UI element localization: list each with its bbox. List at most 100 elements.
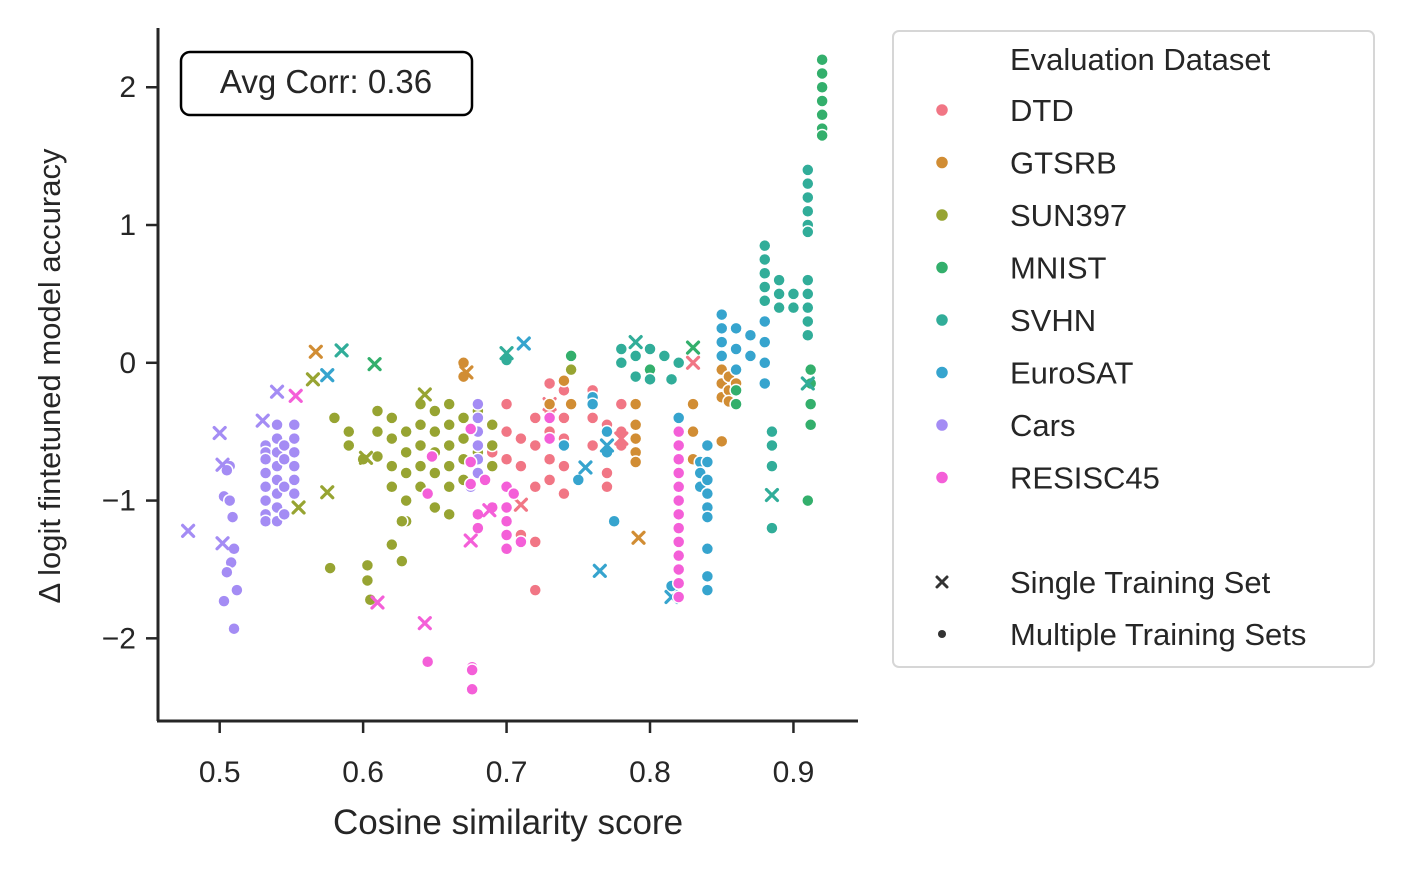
point-dtd-multiple [542,473,557,487]
point-eurosat-multiple [743,328,758,342]
point-resisc45-multiple [471,521,485,535]
point-cars-multiple [222,493,237,508]
point-svhn-multiple [801,300,815,315]
point-eurosat-multiple [729,342,743,356]
point-eurosat-single [516,336,531,351]
point-dtd-multiple [614,397,629,411]
point-svhn-multiple [758,294,772,308]
point-sun397-multiple [399,445,413,460]
point-dtd-multiple [557,486,571,501]
point-svhn-multiple [765,438,779,453]
point-eurosat-multiple [585,397,600,411]
point-resisc45-multiple [425,449,439,464]
point-sun397-multiple [385,537,399,552]
legend-marker-sun397 [934,207,950,223]
point-resisc45-multiple [671,466,686,480]
point-gtsrb-multiple [628,418,643,432]
point-dtd-multiple [600,480,614,494]
point-dtd-multiple [528,480,543,494]
point-eurosat-multiple [671,411,686,425]
point-sun397-multiple [370,424,385,439]
legend-label-cars: Cars [1010,408,1075,443]
point-cars-multiple [270,418,284,432]
point-resisc45-single [417,616,432,631]
point-svhn-multiple [664,372,679,387]
point-dtd-single [614,431,629,446]
point-sun397-single [320,485,335,500]
point-eurosat-multiple [700,569,715,584]
point-sun397-multiple [370,404,385,418]
point-svhn-multiple [758,266,772,280]
legend-label-dtd: DTD [1010,93,1074,128]
legend: Evaluation Dataset DTD GTSRB SUN397 MNIST SV… [892,30,1375,668]
point-svhn-multiple [765,521,779,535]
legend-label-resisc45: RESISC45 [1010,461,1160,496]
point-resisc45-multiple [671,576,686,590]
point-cars-multiple [287,486,302,501]
point-sun397-multiple [442,397,456,411]
point-dtd-multiple [557,459,571,473]
point-gtsrb-single [308,344,323,359]
point-mnist-multiple [803,397,818,411]
x-tick-label: 0.8 [629,756,671,789]
point-eurosat-multiple [571,473,586,487]
point-sun397-single [291,500,306,515]
point-resisc45-multiple [506,486,521,501]
point-resisc45-multiple [671,562,686,577]
legend-marker-single [935,575,949,589]
point-svhn-multiple [772,287,786,301]
point-gtsrb-multiple [628,397,643,411]
point-svhn-multiple [643,372,657,387]
point-cars-multiple [287,459,302,473]
point-svhn-single [628,335,643,350]
point-dtd-multiple [557,411,571,425]
point-resisc45-multiple [499,514,514,528]
point-sun397-multiple [323,561,337,575]
point-resisc45-multiple [465,663,479,677]
point-resisc45-multiple [499,500,514,515]
x-tick-label: 0.7 [486,756,528,789]
point-svhn-multiple [786,300,801,315]
point-eurosat-multiple [758,314,772,329]
point-sun397-multiple [413,418,428,432]
point-resisc45-multiple [671,493,686,508]
legend-marker-eurosat [934,365,950,380]
legend-marker-dtd [934,102,950,118]
y-tick-label: 2 [119,71,136,104]
point-dtd-multiple [499,397,514,411]
point-eurosat-single [320,368,335,383]
legend-label-single: Single Training Set [1010,565,1271,600]
point-cars-multiple [227,621,241,636]
point-sun397-multiple [428,404,442,418]
point-cars-multiple [225,510,240,524]
point-svhn-multiple [758,280,772,294]
legend-title: Evaluation Dataset [1010,42,1271,77]
point-mnist-multiple [815,128,829,143]
point-svhn-multiple [801,163,815,177]
point-sun397-multiple [360,558,375,573]
legend-style-entries: Single Training Set Multiple Training Set… [935,565,1306,652]
point-cars-multiple [217,594,231,608]
point-sun397-multiple [564,362,578,377]
y-ticks: −2 −1 0 1 2 [102,71,158,655]
point-eurosat-multiple [700,473,715,487]
point-sun397-multiple [413,459,428,473]
point-dtd-multiple [528,535,543,549]
point-sun397-multiple [327,411,342,425]
point-cars-single [212,425,227,441]
point-eurosat-multiple [714,321,729,336]
point-gtsrb-multiple [714,434,729,449]
point-sun397-multiple [428,466,442,480]
point-sun397-multiple [385,459,399,473]
point-mnist-multiple [729,397,743,411]
point-resisc45-multiple [478,473,492,487]
point-svhn-multiple [801,328,815,342]
point-sun397-multiple [370,449,385,464]
point-cars-single [255,413,270,428]
legend-label-mnist: MNIST [1010,251,1107,286]
point-cars-single [215,536,230,551]
point-svhn-multiple [765,424,779,439]
point-svhn-multiple [765,459,779,473]
legend-frame [892,30,1375,668]
